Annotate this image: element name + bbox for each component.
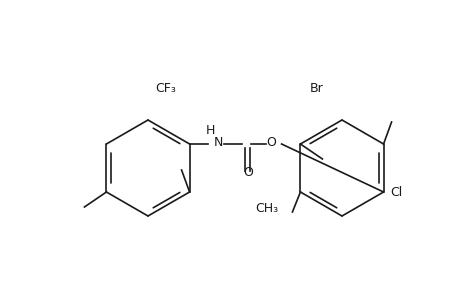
Text: O: O bbox=[242, 167, 252, 179]
Text: H: H bbox=[205, 124, 214, 136]
Text: CH₃: CH₃ bbox=[254, 202, 277, 214]
Text: CF₃: CF₃ bbox=[155, 82, 175, 94]
Text: Br: Br bbox=[309, 82, 323, 94]
Text: O: O bbox=[265, 136, 275, 149]
Text: N: N bbox=[213, 136, 222, 149]
Text: Cl: Cl bbox=[389, 187, 401, 200]
